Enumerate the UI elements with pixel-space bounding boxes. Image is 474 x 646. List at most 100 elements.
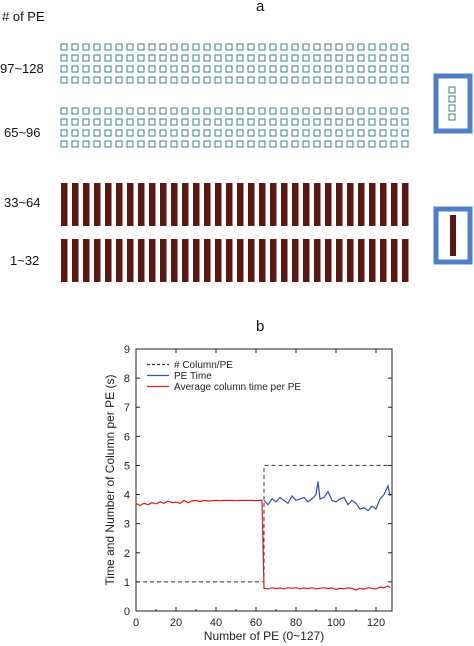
pe-cell — [357, 43, 365, 51]
pe-cell — [247, 129, 255, 137]
pe-cell — [192, 118, 200, 126]
pe-column-bar — [237, 183, 244, 226]
pe-cell — [71, 129, 79, 137]
pe-cell — [181, 65, 189, 73]
pe-column-bar — [270, 183, 277, 226]
pe-cell — [357, 129, 365, 137]
pe-cell — [368, 129, 376, 137]
pe-cell — [346, 65, 354, 73]
pe-cell — [214, 140, 222, 148]
pe-cell — [181, 76, 189, 84]
pe-cell — [269, 140, 277, 148]
pe-cell — [104, 43, 112, 51]
pe-column-bar — [369, 239, 376, 282]
pe-cell — [170, 65, 178, 73]
pe-cell — [71, 65, 79, 73]
pe-cell — [280, 65, 288, 73]
pe-cell — [115, 118, 123, 126]
pe-column-bar — [182, 239, 189, 282]
pe-column-bar — [127, 183, 134, 226]
pe-cell — [104, 140, 112, 148]
pe-cell — [302, 43, 310, 51]
pe-column-bar — [270, 239, 277, 282]
pe-column-bar — [127, 239, 134, 282]
pe-cell — [390, 65, 398, 73]
pe-cell — [181, 140, 189, 148]
pe-cell — [192, 129, 200, 137]
pe-cell — [379, 65, 387, 73]
pe-cell — [159, 43, 167, 51]
pe-cell — [159, 129, 167, 137]
pe-column-bar — [160, 183, 167, 226]
pe-cell — [346, 129, 354, 137]
pe-cell — [335, 43, 343, 51]
pe-cell — [236, 65, 244, 73]
pe-column-bar — [171, 183, 178, 226]
pe-cell — [280, 118, 288, 126]
pe-cell — [379, 140, 387, 148]
pe-cell — [236, 129, 244, 137]
pe-cell — [137, 140, 145, 148]
pe-cell — [203, 43, 211, 51]
pe-cell — [225, 76, 233, 84]
pe-cell — [280, 54, 288, 62]
pe-cell — [236, 140, 244, 148]
pe-cell — [170, 107, 178, 115]
pe-cell — [313, 107, 321, 115]
pe-cell — [368, 140, 376, 148]
pe-cell — [324, 76, 332, 84]
pe-cell — [159, 65, 167, 73]
y-tick-label: 7 — [124, 402, 130, 414]
pe-column-bar — [94, 239, 101, 282]
pe-column-bar — [138, 183, 145, 226]
pe-cell — [368, 107, 376, 115]
pe-column-bar — [347, 239, 354, 282]
pe-cell — [181, 54, 189, 62]
pe-cell — [324, 107, 332, 115]
inset-tall-bar — [433, 206, 473, 265]
pe-count-header: # of PE — [2, 9, 45, 24]
pe-column-bar — [171, 239, 178, 282]
pe-cell — [104, 118, 112, 126]
y-tick-label: 9 — [124, 344, 130, 356]
pe-column-bar — [303, 239, 310, 282]
pe-cell — [104, 107, 112, 115]
x-tick-label: 20 — [170, 617, 182, 629]
pe-cell — [214, 76, 222, 84]
pe-cell — [247, 65, 255, 73]
pe-cell — [225, 43, 233, 51]
pe-cell — [181, 43, 189, 51]
pe-cell — [82, 54, 90, 62]
pe-cell — [258, 107, 266, 115]
pe-cell — [225, 129, 233, 137]
pe-cell — [71, 43, 79, 51]
pe-cell — [258, 43, 266, 51]
pe-cell — [170, 129, 178, 137]
pe-cell — [203, 107, 211, 115]
pe-cell — [313, 76, 321, 84]
pe-column-bar — [160, 239, 167, 282]
pe-cell — [346, 54, 354, 62]
pe-cell — [148, 140, 156, 148]
pe-cell — [269, 118, 277, 126]
x-tick-label: 100 — [327, 617, 345, 629]
row-label-33-64: 33~64 — [4, 195, 41, 210]
x-tick-label: 60 — [250, 617, 262, 629]
pe-cell — [401, 65, 409, 73]
pe-cell — [346, 76, 354, 84]
pe-cell — [247, 43, 255, 51]
pe-cell — [115, 76, 123, 84]
pe-bars-33-64 — [61, 183, 409, 226]
pe-cell — [379, 118, 387, 126]
pe-cell — [390, 118, 398, 126]
row-label-1-32: 1~32 — [10, 253, 40, 268]
pe-cell — [214, 129, 222, 137]
pe-column-bar — [281, 183, 288, 226]
pe-column-bar — [347, 183, 354, 226]
pe-cell — [148, 43, 156, 51]
pe-column-bar — [149, 239, 156, 282]
pe-column-bar — [61, 183, 68, 226]
pe-column-bar — [325, 183, 332, 226]
pe-cell — [115, 129, 123, 137]
